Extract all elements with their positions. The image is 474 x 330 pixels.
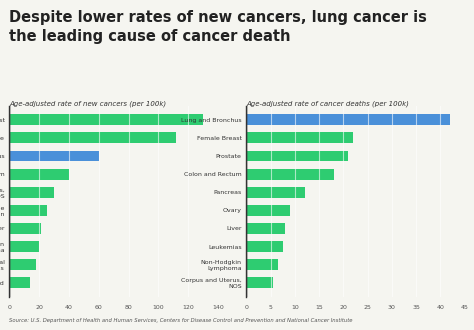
- Bar: [9, 259, 36, 270]
- Bar: [246, 132, 353, 143]
- Bar: [246, 205, 290, 216]
- Bar: [9, 278, 30, 288]
- Text: Despite lower rates of new cancers, lung cancer is
the leading cause of cancer d: Despite lower rates of new cancers, lung…: [9, 10, 428, 44]
- Bar: [246, 169, 334, 180]
- Bar: [9, 187, 54, 198]
- Bar: [246, 114, 450, 125]
- Bar: [9, 241, 39, 252]
- Bar: [9, 132, 176, 143]
- Bar: [246, 187, 305, 198]
- Bar: [246, 259, 278, 270]
- Bar: [9, 169, 69, 180]
- Bar: [246, 150, 348, 161]
- Text: Source: U.S. Department of Health and Human Services, Centers for Disease Contro: Source: U.S. Department of Health and Hu…: [9, 318, 353, 323]
- Bar: [246, 278, 273, 288]
- Bar: [9, 150, 99, 161]
- Bar: [246, 223, 285, 234]
- Bar: [9, 223, 41, 234]
- Text: Age-adjusted rate of new cancers (per 100k): Age-adjusted rate of new cancers (per 10…: [9, 101, 166, 107]
- Bar: [9, 114, 203, 125]
- Bar: [9, 205, 47, 216]
- Text: Age-adjusted rate of cancer deaths (per 100k): Age-adjusted rate of cancer deaths (per …: [246, 101, 410, 107]
- Bar: [246, 241, 283, 252]
